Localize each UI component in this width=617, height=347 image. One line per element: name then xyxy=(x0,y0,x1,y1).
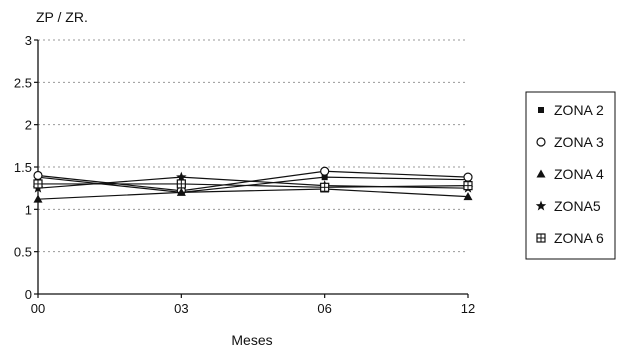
legend-marker xyxy=(536,137,546,147)
data-point xyxy=(321,174,328,181)
legend-label: ZONA5 xyxy=(554,198,601,214)
x-ticks: 00 03 06 12 xyxy=(31,294,475,316)
y-tick-label: 0.5 xyxy=(14,245,32,260)
data-point xyxy=(463,181,473,191)
y-ticks: 0 0.5 1 1.5 2 2.5 3 xyxy=(14,33,38,302)
y-tick-label: 2 xyxy=(25,118,32,133)
series-layer xyxy=(32,166,474,203)
x-axis-title: Meses xyxy=(231,332,272,347)
data-point xyxy=(320,182,330,192)
y-tick-label: 3 xyxy=(25,33,32,48)
series-line xyxy=(37,188,469,200)
legend-marker xyxy=(538,107,544,113)
y-tick-label: 1 xyxy=(25,202,32,217)
series-line xyxy=(37,176,469,194)
series-3 xyxy=(33,184,473,203)
legend: ZONA 2 ZONA 3 ZONA 4 ZONA5 ZONA 6 xyxy=(525,91,616,260)
legend-label: ZONA 2 xyxy=(554,102,604,118)
legend-entry: ZONA 3 xyxy=(536,134,604,150)
data-point xyxy=(463,172,473,182)
x-tick-label: 12 xyxy=(461,301,475,316)
legend-entry: ZONA 6 xyxy=(536,230,604,246)
legend-marker xyxy=(536,169,546,178)
data-point xyxy=(176,171,187,182)
y-axis-title: ZP / ZR. xyxy=(36,9,88,25)
legend-marker xyxy=(536,233,546,243)
legend-label: ZONA 6 xyxy=(554,230,604,246)
y-tick-label: 1.5 xyxy=(14,160,32,175)
series-line xyxy=(38,183,469,188)
x-tick-label: 00 xyxy=(31,301,45,316)
series-1 xyxy=(35,174,471,196)
legend-entry: ZONA5 xyxy=(535,198,601,214)
series-5 xyxy=(33,179,473,192)
y-tick-label: 0 xyxy=(25,287,32,302)
x-tick-label: 06 xyxy=(317,301,331,316)
data-point xyxy=(33,170,43,181)
data-point xyxy=(176,179,186,189)
x-tick-label: 03 xyxy=(174,301,188,316)
legend-entry: ZONA 4 xyxy=(536,166,604,182)
data-point xyxy=(320,166,330,176)
data-point xyxy=(33,194,43,203)
legend-marker xyxy=(535,200,547,211)
legend-label: ZONA 4 xyxy=(554,166,604,182)
legend-entry: ZONA 2 xyxy=(538,102,604,118)
gridlines xyxy=(38,39,468,253)
data-point xyxy=(176,187,186,196)
data-point xyxy=(33,179,43,189)
data-point xyxy=(463,192,473,201)
y-tick-label: 2.5 xyxy=(14,75,32,90)
legend-label: ZONA 3 xyxy=(554,134,604,150)
